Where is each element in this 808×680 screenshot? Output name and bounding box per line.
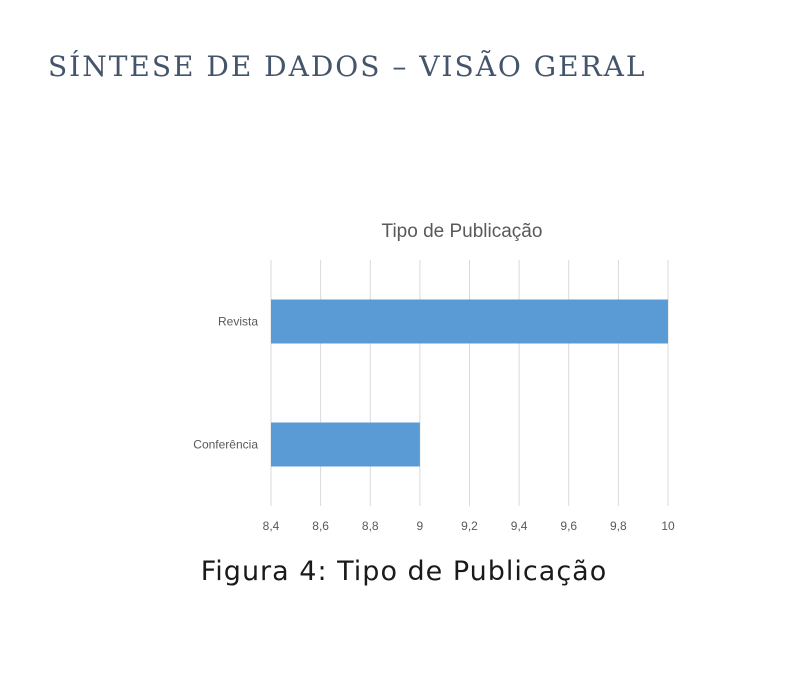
gridlines (270, 260, 669, 506)
x-tick-labels: 8,4 8,6 8,8 9 9,2 9,4 9,6 9,8 10 (263, 519, 675, 533)
category-label: Revista (218, 315, 258, 329)
bar-chart: Tipo de Publicação Revista Conferência 8,… (193, 221, 675, 533)
x-tick-label: 9,2 (461, 519, 478, 533)
category-label: Conferência (193, 438, 258, 452)
category-labels: Revista Conferência (193, 315, 258, 452)
x-tick-label: 9 (417, 519, 424, 533)
x-tick-label: 8,4 (263, 519, 280, 533)
x-tick-label: 9,4 (511, 519, 528, 533)
x-tick-label: 9,6 (560, 519, 577, 533)
chart-title: Tipo de Publicação (382, 221, 543, 242)
x-tick-label: 10 (661, 519, 675, 533)
bar-conferência (271, 422, 420, 467)
section-heading: SÍNTESE DE DADOS – VISÃO GERAL (48, 50, 647, 83)
chart-container: Tipo de Publicação Revista Conferência 8,… (160, 200, 700, 545)
figure-caption: Figura 4: Tipo de Publicação (200, 556, 608, 587)
x-tick-label: 9,8 (610, 519, 627, 533)
x-tick-label: 8,8 (362, 519, 379, 533)
x-tick-label: 8,6 (312, 519, 329, 533)
bar-revista (271, 299, 668, 344)
bars (271, 299, 668, 467)
